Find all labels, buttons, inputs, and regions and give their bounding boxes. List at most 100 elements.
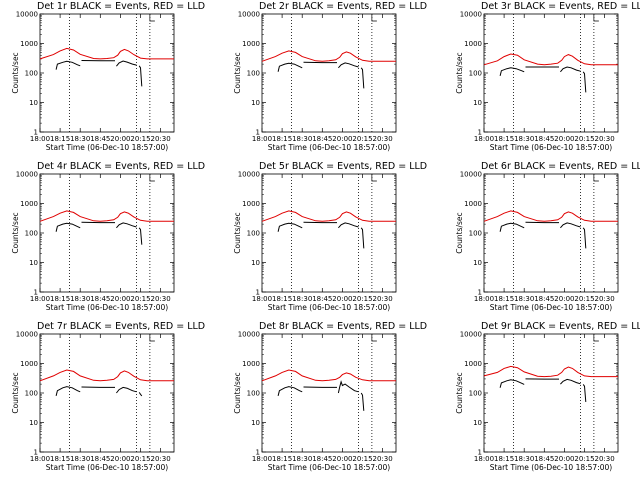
y-tick-label: 100 — [25, 230, 38, 238]
x-tick-label: 20:30 — [373, 455, 393, 463]
x-tick-label: 18:45 — [534, 295, 554, 303]
series-line-events — [560, 66, 581, 73]
y-tick-label: 1 — [256, 129, 260, 137]
detector-panel: Det 2r BLACK = Events, RED = LLD 1 10 100 10… — [233, 1, 427, 152]
detector-panel: Det 1r BLACK = Events, RED = LLD 1 10 100 10… — [11, 1, 205, 152]
y-axis-label: Counts/sec — [233, 372, 242, 413]
x-tick-label: 20:30 — [373, 295, 393, 303]
marker-bracket — [371, 14, 377, 22]
x-axis-label: Start Time (06-Dec-10 18:57:00) — [490, 303, 612, 312]
x-tick-label: 20:15 — [130, 455, 150, 463]
detector-panel: Det 6r BLACK = Events, RED = LLD 1 10 100 10… — [455, 161, 640, 312]
series-line-events — [499, 379, 525, 388]
x-tick-label: 20:15 — [352, 295, 372, 303]
x-tick-label: 18:45 — [90, 455, 110, 463]
x-axis-label: Start Time (06-Dec-10 18:57:00) — [46, 303, 168, 312]
x-tick-label: 20:15 — [574, 295, 594, 303]
series-line-events — [55, 60, 81, 70]
x-tick-label: 20:00 — [332, 295, 352, 303]
marker-bracket — [149, 334, 155, 342]
y-tick-label: 10000 — [460, 171, 482, 179]
x-tick-label: 18:00 — [474, 295, 494, 303]
x-tick-label: 20:00 — [554, 455, 574, 463]
series-line-lld — [261, 50, 396, 62]
y-tick-label: 10000 — [460, 331, 482, 339]
plot-frame — [483, 173, 619, 293]
y-tick-label: 1 — [256, 289, 260, 297]
y-tick-label: 1 — [478, 129, 482, 137]
x-tick-label: 20:00 — [110, 135, 130, 143]
y-axis-label: Counts/sec — [233, 52, 242, 93]
x-tick-label: 20:15 — [574, 455, 594, 463]
y-tick-label: 1000 — [20, 360, 38, 368]
series-line-lld — [39, 210, 174, 222]
series-line-events — [277, 386, 303, 397]
y-tick-label: 10 — [251, 419, 260, 427]
x-tick-label: 20:15 — [352, 135, 372, 143]
x-axis-label: Start Time (06-Dec-10 18:57:00) — [46, 463, 168, 472]
marker-bracket — [593, 174, 599, 182]
series-line-events — [277, 222, 303, 232]
detector-panel: Det 5r BLACK = Events, RED = LLD 1 10 100 10… — [233, 161, 427, 312]
series-line-events — [116, 60, 137, 67]
y-tick-label: 1000 — [464, 200, 482, 208]
series-line-lld — [483, 365, 618, 378]
series-line-events — [360, 227, 365, 249]
series-line-events — [560, 378, 581, 385]
series-line-events — [55, 386, 81, 397]
marker-bracket — [371, 174, 377, 182]
panel-title: Det 2r BLACK = Events, RED = LLD — [259, 1, 427, 12]
series-line-lld — [39, 369, 174, 382]
panel-title: Det 3r BLACK = Events, RED = LLD — [481, 1, 640, 12]
plot-frame — [483, 333, 619, 453]
x-tick-label: 20:00 — [110, 295, 130, 303]
series-line-events — [360, 392, 365, 411]
y-tick-label: 1 — [256, 449, 260, 457]
marker-bracket — [149, 14, 155, 22]
plot-frame — [261, 173, 397, 293]
x-tick-label: 18:15 — [50, 135, 70, 143]
y-tick-label: 100 — [247, 390, 260, 398]
y-tick-label: 1000 — [242, 200, 260, 208]
x-tick-label: 20:30 — [151, 135, 171, 143]
series-line-events — [499, 67, 525, 77]
series-line-events — [55, 222, 81, 232]
y-tick-label: 100 — [25, 390, 38, 398]
x-tick-label: 18:15 — [50, 455, 70, 463]
plot-frame — [261, 13, 397, 133]
series-line-events — [138, 392, 143, 397]
x-tick-label: 18:30 — [514, 295, 534, 303]
y-tick-label: 1 — [34, 449, 38, 457]
x-tick-label: 20:15 — [574, 135, 594, 143]
y-tick-label: 1000 — [242, 40, 260, 48]
y-tick-label: 10 — [251, 99, 260, 107]
x-tick-label: 18:15 — [50, 295, 70, 303]
x-tick-label: 18:00 — [30, 455, 50, 463]
y-tick-label: 1 — [34, 129, 38, 137]
x-tick-label: 18:30 — [70, 135, 90, 143]
y-tick-label: 1000 — [20, 40, 38, 48]
x-tick-label: 20:30 — [595, 455, 615, 463]
y-tick-label: 10000 — [16, 171, 38, 179]
series-line-lld — [261, 369, 396, 382]
x-tick-label: 20:15 — [352, 455, 372, 463]
x-tick-label: 18:45 — [534, 455, 554, 463]
x-tick-label: 18:15 — [272, 295, 292, 303]
y-tick-label: 1000 — [464, 360, 482, 368]
panel-title: Det 9r BLACK = Events, RED = LLD — [481, 321, 640, 332]
series-line-events — [116, 386, 137, 394]
x-tick-label: 20:00 — [554, 295, 574, 303]
y-tick-label: 100 — [247, 230, 260, 238]
y-axis-label: Counts/sec — [11, 52, 20, 93]
y-tick-label: 10 — [29, 419, 38, 427]
y-tick-label: 10 — [29, 99, 38, 107]
x-axis-label: Start Time (06-Dec-10 18:57:00) — [46, 143, 168, 152]
x-tick-label: 18:00 — [474, 135, 494, 143]
x-tick-label: 18:45 — [534, 135, 554, 143]
marker-bracket — [371, 334, 377, 342]
series-line-lld — [483, 53, 618, 66]
y-tick-label: 100 — [469, 70, 482, 78]
x-tick-label: 20:30 — [151, 455, 171, 463]
x-tick-label: 18:00 — [252, 135, 272, 143]
